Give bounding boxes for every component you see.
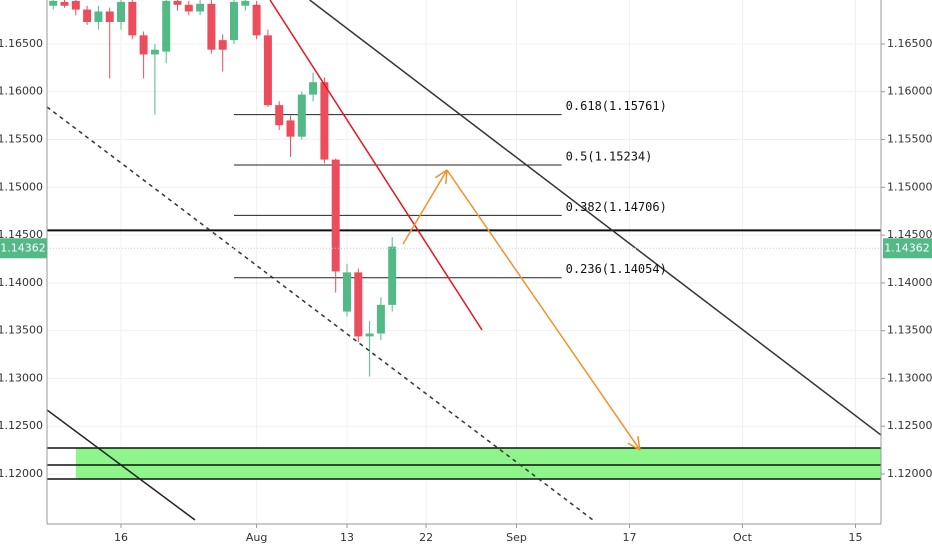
candle-body [83,10,91,22]
candle-body [72,1,80,10]
grid [47,0,881,524]
y-tick-label-right: 1.12000 [887,467,932,480]
plot-area [47,0,881,520]
y-tick-label-right: 1.15000 [887,180,932,193]
page: {"chart_data": { "type": "candlestick", … [0,0,932,550]
y-tick-label-right: 1.13000 [887,371,932,384]
chart: 1.12000 1.12000 1.12500 1.12500 1.13000 1.130… [0,0,932,550]
y-tick-label: 1.16000 [0,85,43,98]
candle-body [366,334,374,337]
y-tick-label: 1.14000 [0,276,43,289]
y-tick-label-right: 1.15500 [887,133,932,146]
last-price-label: 1.14362 [0,241,46,254]
candle-body [286,120,294,136]
candle-body [332,160,340,272]
trend-line [310,0,881,435]
candle-body [219,40,227,50]
candle-body [151,50,159,55]
candle-body [140,35,148,54]
candle-body [185,5,193,12]
y-tick-label: 1.15000 [0,180,43,193]
last-price-label: 1.14362 [884,241,930,254]
candle-body [207,4,215,50]
candle-body [128,2,136,35]
candle-body [61,2,69,6]
candle-body [377,305,385,334]
candle-body [320,82,328,159]
y-tick-label: 1.13000 [0,371,43,384]
y-tick-label-right: 1.13500 [887,324,932,337]
y-tick-label: 1.15500 [0,133,43,146]
x-tick-label: 16 [114,531,128,544]
candle-body [354,272,362,336]
x-tick-label: 15 [848,531,862,544]
y-tick-label: 1.13500 [0,324,43,337]
candle-body [343,272,351,311]
candle-body [298,95,306,137]
candle-body [388,247,396,305]
axes [47,0,881,524]
fib-label: 0.382(1.14706) [566,200,667,214]
candle-body [196,4,204,12]
candle-body [264,35,272,105]
candle-body [241,1,249,6]
support-zone [76,448,881,479]
candle-body [230,2,238,40]
y-tick-label: 1.12500 [0,419,43,432]
x-tick-label: Sep [506,531,527,544]
trend-line [403,170,447,244]
y-tick-label: 1.16500 [0,37,43,50]
candle-body [106,11,114,22]
x-tick-label: Oct [733,531,753,544]
x-tick-label: 17 [622,531,636,544]
candle-body [49,1,57,6]
candle-body [253,5,261,36]
fib-label: 0.236(1.14054) [566,262,667,276]
fib-label: 0.618(1.15761) [566,99,667,113]
x-tick-label: 22 [419,531,433,544]
candle-body [309,82,317,94]
y-tick-label: 1.12000 [0,467,43,480]
candle-body [275,105,283,125]
x-tick-label: Aug [246,531,267,544]
x-tick-label: 13 [340,531,354,544]
candle-body [117,2,125,22]
y-tick-label-right: 1.16500 [887,37,932,50]
candle-body [162,1,170,52]
candle-body [174,1,182,5]
fib-label: 0.5(1.15234) [566,149,653,163]
y-tick-label-right: 1.16000 [887,85,932,98]
y-tick-label-right: 1.14000 [887,276,932,289]
candle-body [94,11,102,22]
y-tick-label-right: 1.12500 [887,419,932,432]
